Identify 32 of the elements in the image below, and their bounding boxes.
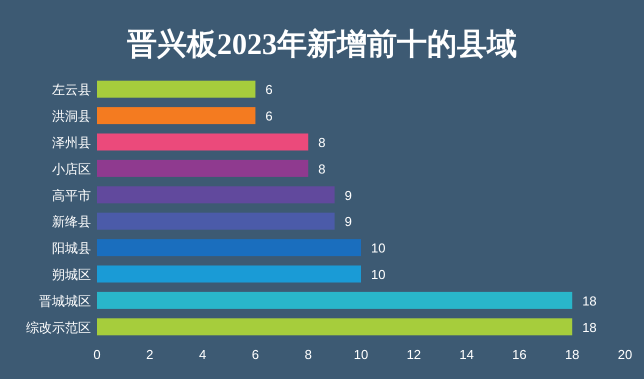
y-tick-label: 阳城县	[52, 240, 91, 256]
data-label: 10	[371, 240, 386, 256]
x-tick-label: 18	[564, 347, 580, 362]
data-label: 9	[344, 188, 352, 203]
x-tick-label: 0	[93, 347, 101, 362]
data-label: 8	[318, 135, 326, 150]
y-tick-label: 泽州县	[52, 135, 91, 150]
data-label: 9	[344, 214, 352, 230]
x-tick-label: 16	[512, 347, 527, 362]
x-tick-label: 20	[618, 347, 632, 362]
x-tick-label: 4	[198, 347, 206, 362]
y-tick-label: 高平市	[52, 188, 91, 203]
x-tick-label: 8	[304, 347, 312, 362]
y-tick-label: 综改示范区	[26, 320, 91, 335]
data-label: 18	[582, 293, 597, 308]
data-label: 18	[582, 320, 597, 335]
y-tick-label: 洪洞县	[52, 108, 91, 124]
data-label: 10	[371, 267, 386, 282]
x-tick-label: 14	[459, 347, 474, 362]
y-tick-label: 左云县	[52, 82, 91, 98]
x-tick-label: 2	[146, 347, 154, 362]
data-label: 6	[265, 82, 273, 98]
data-label: 6	[265, 108, 273, 124]
y-tick-label: 新绛县	[52, 214, 91, 230]
data-label: 8	[318, 161, 326, 176]
title: 晋兴板2023年新增前十的县域	[127, 28, 517, 61]
x-tick-label: 6	[252, 347, 260, 362]
y-tick-label: 朔城区	[52, 267, 91, 282]
y-tick-label: 晋城城区	[39, 293, 91, 308]
y-tick-label: 小店区	[52, 161, 91, 176]
x-tick-label: 10	[354, 347, 368, 362]
x-tick-label: 12	[406, 347, 422, 362]
